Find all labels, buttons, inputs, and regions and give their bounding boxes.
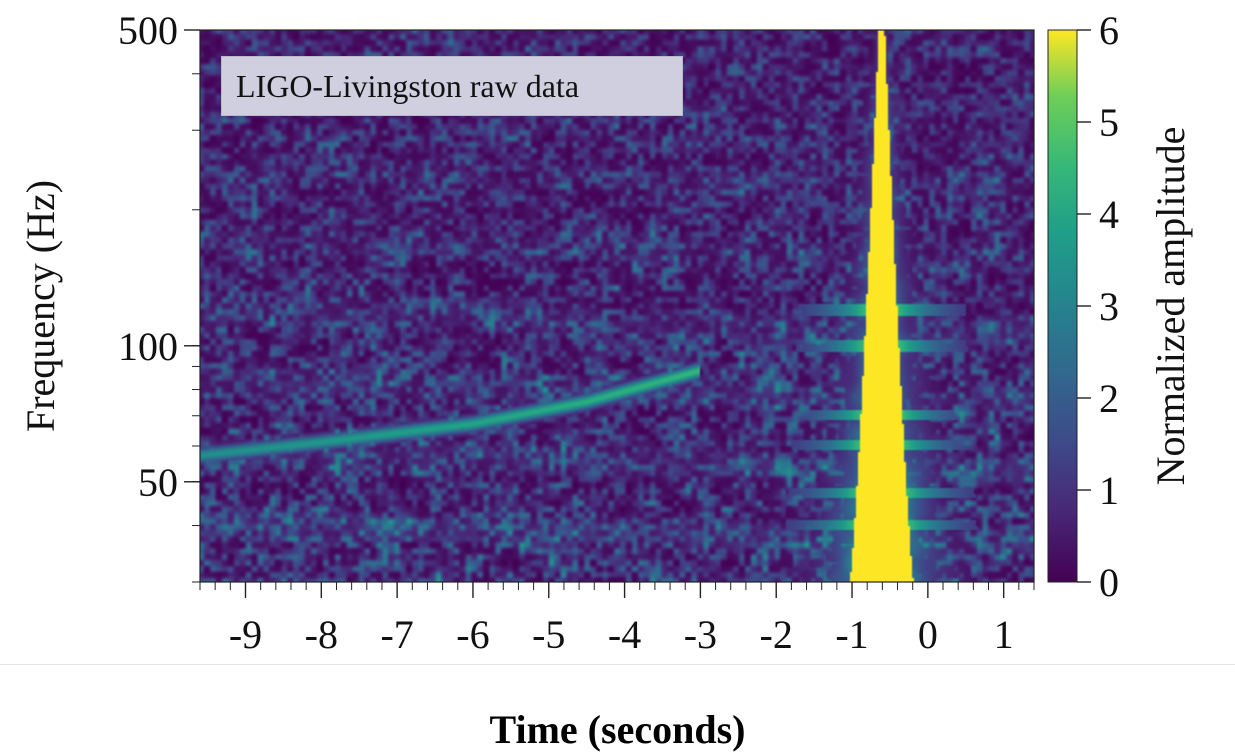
annotation-text: LIGO-Livingston raw data	[236, 68, 580, 104]
y-tick-label: 50	[138, 460, 178, 505]
plot-frame	[199, 29, 1035, 583]
x-tick-label: -6	[456, 612, 489, 657]
x-tick-label: -3	[684, 612, 717, 657]
x-tick-label: -7	[380, 612, 413, 657]
spectrogram-heatmap	[200, 30, 1034, 582]
y-tick-label: 500	[118, 8, 178, 53]
x-tick-label: -5	[532, 612, 565, 657]
colorbar-tick-label: 2	[1099, 376, 1119, 421]
colorbar-gradient	[1047, 29, 1078, 583]
x-tick-label: -2	[760, 612, 793, 657]
colorbar-label: Normalized amplitude	[1148, 127, 1193, 486]
colorbar-tick-label: 0	[1099, 560, 1119, 605]
colorbar-ticks: 0 1 2 3 4 5 6	[1077, 8, 1119, 605]
y-axis: 50 100 500	[118, 8, 200, 583]
x-axis-label: Time (seconds)	[489, 707, 746, 752]
x-tick-label: -4	[608, 612, 641, 657]
annotation-box: LIGO-Livingston raw data	[221, 56, 683, 116]
divider-line	[0, 664, 1235, 665]
x-tick-label: -8	[305, 612, 338, 657]
y-tick-label: 100	[118, 324, 178, 369]
colorbar-tick-label: 6	[1099, 8, 1119, 53]
x-axis: -9 -8 -7 -6 -5 -4 -3 -2 -1 0 1	[199, 582, 1035, 657]
x-tick-label: -9	[229, 612, 262, 657]
x-tick-label: -1	[835, 612, 868, 657]
plot-area	[199, 29, 1035, 583]
colorbar-tick-label: 3	[1099, 284, 1119, 329]
colorbar: 0 1 2 3 4 5 6 Normalized amplitude	[1047, 8, 1193, 605]
colorbar-tick-label: 1	[1099, 468, 1119, 513]
y-axis-label: Frequency (Hz)	[18, 180, 63, 432]
colorbar-tick-label: 5	[1099, 100, 1119, 145]
x-tick-label: 0	[918, 612, 938, 657]
colorbar-tick-label: 4	[1099, 192, 1119, 237]
x-tick-label: 1	[994, 612, 1014, 657]
